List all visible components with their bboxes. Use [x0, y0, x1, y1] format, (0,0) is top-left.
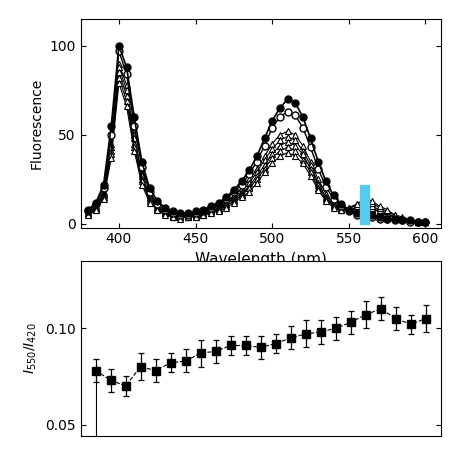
- Y-axis label: $I_{550}/I_{420}$: $I_{550}/I_{420}$: [23, 323, 39, 374]
- Bar: [360, 185, 369, 224]
- Y-axis label: Fluorescence: Fluorescence: [30, 78, 44, 169]
- X-axis label: Wavelength (nm): Wavelength (nm): [195, 252, 327, 267]
- Text: (a): (a): [246, 279, 275, 298]
